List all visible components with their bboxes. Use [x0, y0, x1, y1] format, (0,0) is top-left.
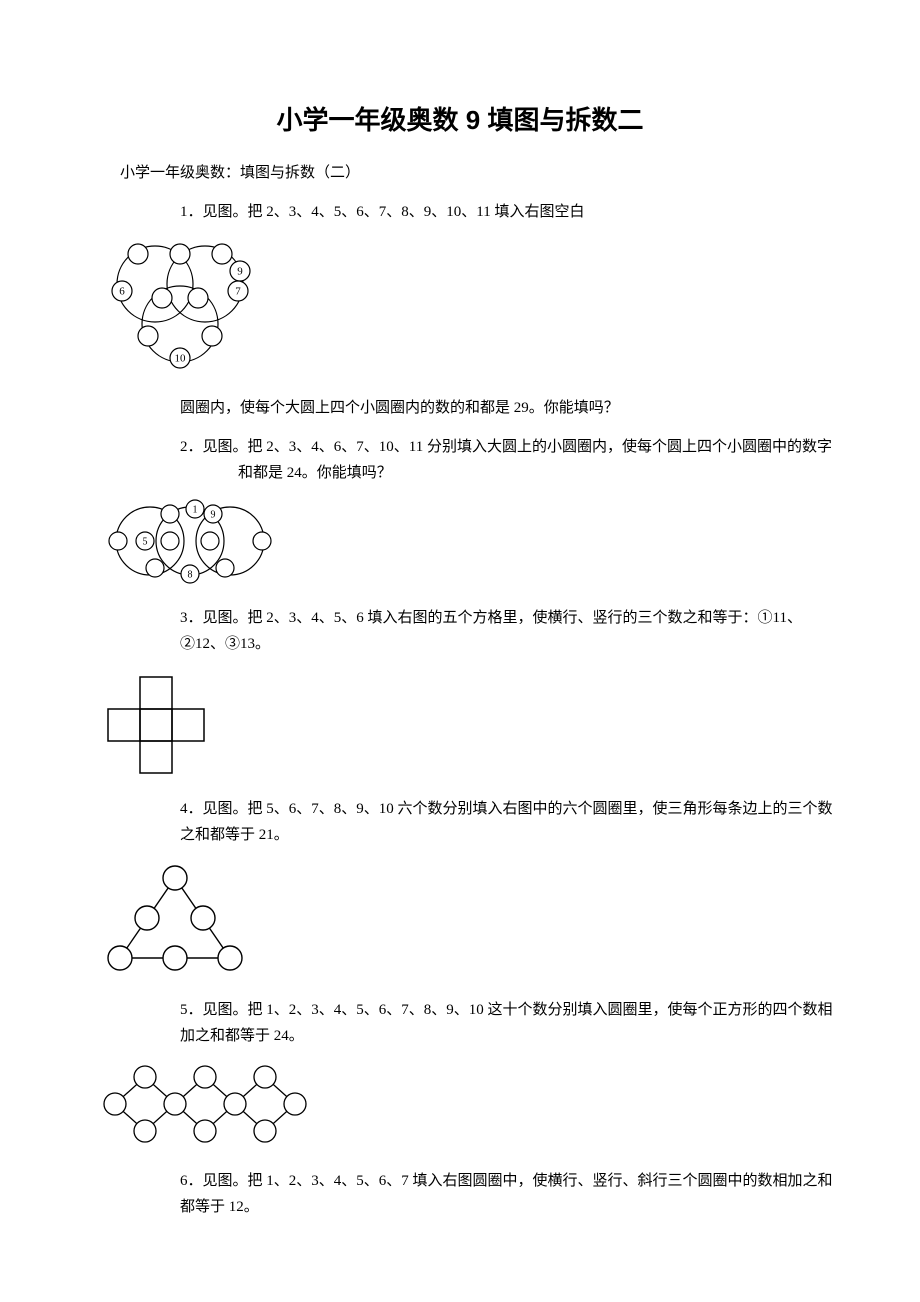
problem-6: 6．见图。把 1、2、3、4、5、6、7 填入右图圆圈中，使横行、竖行、斜行三个… [80, 1169, 840, 1220]
d1-label-7: 7 [235, 285, 241, 297]
subtitle: 小学一年级奥数：填图与拆数（二） [120, 161, 840, 182]
d2-label-1: 1 [193, 504, 198, 515]
problem-1-line-1: 1．见图。把 2、3、4、5、6、7、8、9、10、11 填入右图空白 [80, 200, 840, 226]
diagram-1: 9 6 7 10 [90, 236, 840, 376]
problem-2: 2．见图。把 2、3、4、6、7、10、11 分别填入大圆上的小圆圈内，使每个圆… [138, 435, 840, 486]
problem-5: 5．见图。把 1、2、3、4、5、6、7、8、9、10 这十个数分别填入圆圈里，… [80, 998, 840, 1049]
page-title: 小学一年级奥数 9 填图与拆数二 [80, 100, 840, 137]
diagram-5 [90, 1059, 840, 1149]
problem-1-line-2: 圆圈内，使每个大圆上四个小圆圈内的数的和都是 29。你能填吗？ [80, 396, 840, 422]
d2-label-8: 8 [188, 569, 193, 580]
d1-label-10: 10 [175, 352, 187, 364]
d1-label-9: 9 [237, 265, 243, 277]
d2-label-9: 9 [211, 509, 216, 520]
d1-label-6: 6 [119, 285, 125, 297]
diagram-3 [90, 667, 840, 777]
d2-label-5: 5 [143, 536, 148, 547]
diagram-4 [90, 858, 840, 978]
problem-3: 3．见图。把 2、3、4、5、6 填入右图的五个方格里，使横行、竖行的三个数之和… [80, 606, 840, 657]
diagram-2: 1 9 5 8 [90, 496, 840, 586]
problem-4: 4．见图。把 5、6、7、8、9、10 六个数分别填入右图中的六个圆圈里，使三角… [80, 797, 840, 848]
